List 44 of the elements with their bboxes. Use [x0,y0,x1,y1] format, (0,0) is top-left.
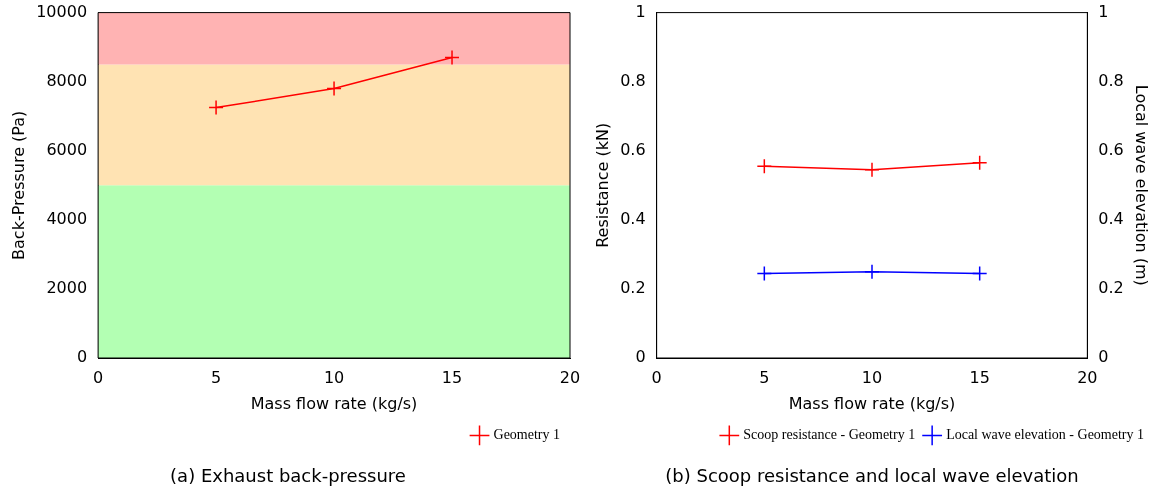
y-tick-label: 0 [76,347,88,367]
point [444,49,460,66]
x-tick-label: 10 [861,367,883,387]
y-tick-label: 0.2 [620,278,646,298]
x-tick-label: 15 [969,367,990,387]
x-tick-label: 10 [323,367,345,387]
y2-tick-label: 0.6 [1098,139,1124,159]
text: (a) Exhaust back-pressure [170,464,406,486]
y-tick-label: 1 [635,1,646,21]
x-axis-title: Mass flow rate (kg/s) [788,393,956,413]
x-tick-label: 20 [1077,367,1098,387]
y2-tick-label: 0.8 [1098,70,1124,90]
y-tick-label: 6000 [46,139,88,159]
point [864,162,880,178]
point [326,80,342,97]
x-tick-label: 5 [759,367,770,387]
y-tick-label: 4000 [46,209,88,228]
y-axis-title: Back-Pressure (Pa) [8,110,28,260]
point [971,155,988,171]
y-tick-label: 0 [635,347,646,367]
x-axis-title: Mass flow rate (kg/s) [250,393,418,413]
point [756,158,773,175]
legend-label: Local wave elevation - Geometry 1 [946,427,1144,443]
y2-tick-label: 0.2 [1098,278,1124,298]
y2-axis-title: Local wave elevation (m) [1132,84,1152,286]
legend-label: Scoop resistance - Geometry 1 [743,427,916,443]
y2-tick-label: 1 [1098,1,1109,21]
x-tick-label: 20 [559,367,581,387]
x-tick-label: 0 [93,367,104,387]
legend-label: Geometry 1 [493,427,560,443]
y-tick-label: 0.8 [620,70,646,90]
y-tick-label: 0.6 [620,139,646,159]
y-tick-label: 8000 [46,70,88,90]
y-tick-label: 2000 [46,278,88,298]
y-tick-label: 10000 [36,1,88,21]
x-tick-label: 15 [441,367,463,387]
x-tick-label: 5 [210,367,222,387]
y-tick-label: 0.4 [620,209,646,228]
y2-tick-label: 0 [1098,347,1109,367]
text: (b) Scoop resistance and local wave elevation [665,464,1079,486]
y-axis-title: Resistance (kN) [592,122,612,248]
x-tick-label: 0 [651,367,662,387]
point [208,99,224,116]
y2-tick-label: 0.4 [1098,209,1124,228]
